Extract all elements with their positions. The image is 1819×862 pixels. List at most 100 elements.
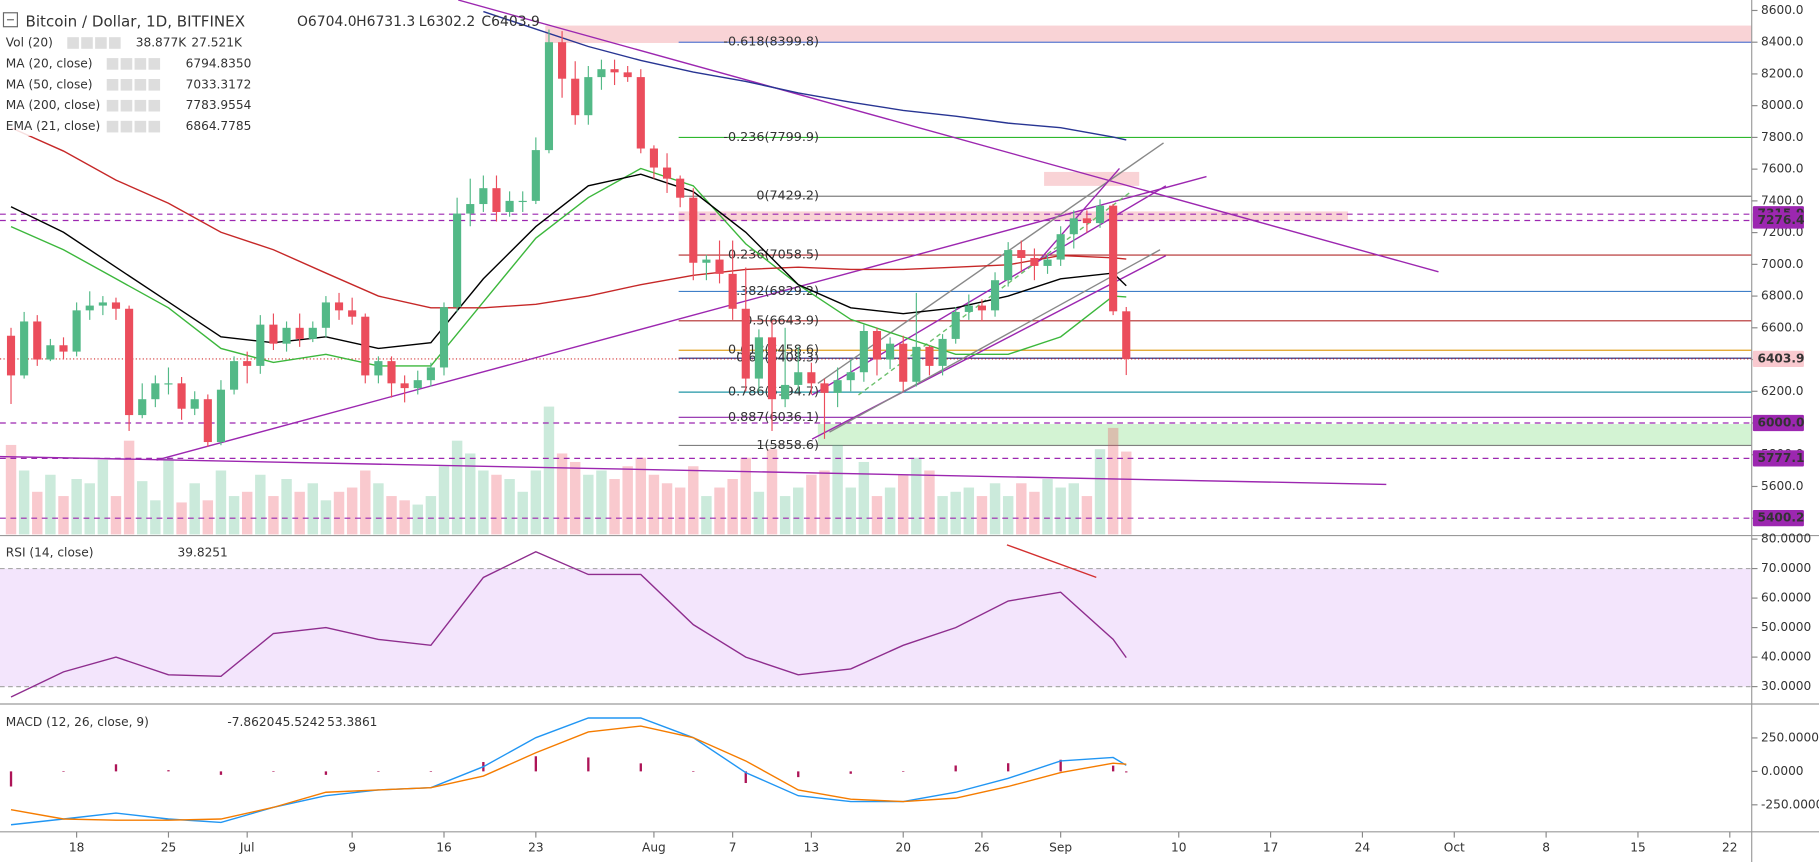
price-tag-label: 7276.4: [1758, 213, 1805, 227]
candle-body: [886, 343, 895, 360]
candle-body: [623, 72, 632, 78]
fib-label: -0.236(7799.9): [723, 130, 819, 145]
legend-icon: [106, 120, 119, 133]
x-tick-label: 26: [974, 841, 989, 855]
candle-body: [466, 204, 475, 214]
candle-body: [400, 383, 409, 389]
back-layer: [0, 41, 1752, 688]
fib-label: -0.618(8399.8): [723, 35, 819, 50]
macd-value: -7.8620: [227, 715, 274, 729]
legend-icon: [134, 58, 147, 70]
x-tick-label: 20: [895, 841, 910, 855]
candle-body: [46, 345, 55, 360]
price-tag: [1752, 510, 1804, 527]
x-tick-label: 7: [729, 841, 737, 855]
legend-value: 6864.7785: [186, 119, 252, 133]
candle-body: [1004, 250, 1013, 281]
fib-label: 0.887(6036.1): [728, 410, 819, 425]
volume-bar: [123, 440, 135, 535]
x-tick-label: 25: [161, 841, 176, 855]
x-tick-label: 13: [804, 841, 819, 855]
moving-average: [10, 173, 1127, 350]
candle-body: [1109, 205, 1118, 312]
volume-bar: [189, 483, 200, 535]
candle-body: [925, 346, 934, 366]
y-tick-label: 8600.0: [1761, 3, 1804, 17]
y-tick-label: 250.0000: [1761, 730, 1819, 744]
x-tick-label: Oct: [1444, 841, 1465, 855]
volume-bar: [241, 491, 253, 535]
volume-bar: [569, 461, 581, 535]
candle-body: [321, 302, 330, 328]
candle-body: [111, 302, 121, 309]
macd-histogram-bar: [324, 771, 328, 775]
legend-icon: [120, 120, 133, 133]
volume-bar: [451, 440, 463, 535]
candle-body: [151, 383, 160, 400]
candle-body: [334, 302, 344, 311]
macd-histogram-bar: [954, 765, 957, 772]
candle-body: [361, 316, 370, 376]
macd-histogram-bar: [114, 764, 118, 772]
candle-body: [964, 305, 973, 312]
volume-bar: [924, 470, 935, 535]
volume-bar: [950, 491, 961, 535]
legend-icon: [148, 58, 161, 70]
ohlc-value: C6403.9: [481, 14, 539, 30]
price-tag: [1752, 450, 1804, 467]
macd-histogram-bar: [1059, 759, 1062, 772]
y-tick-label: 40.0000: [1761, 650, 1811, 664]
candle-body: [1056, 234, 1065, 260]
volume-bar: [1042, 479, 1053, 535]
legend-icon: [120, 58, 133, 70]
legend-icon: [120, 78, 133, 91]
candle-body: [741, 308, 750, 379]
volume-bar: [491, 474, 502, 535]
support-zone: [817, 424, 1752, 447]
macd-histogram-bar: [1111, 765, 1115, 772]
volume-bar: [71, 479, 82, 535]
candle-body: [872, 330, 882, 360]
candle-body: [6, 335, 16, 376]
volume-bar: [333, 491, 345, 535]
volume-bar: [150, 500, 161, 535]
macd-histogram-bar: [1007, 763, 1010, 772]
legend-icon: [106, 78, 119, 91]
x-tick-label: Sep: [1049, 841, 1072, 855]
legend-icon: [134, 120, 147, 133]
x-tick-label: 23: [528, 841, 543, 855]
legend-icon: [148, 120, 161, 133]
volume-bar: [583, 474, 594, 535]
candle-body: [308, 327, 317, 339]
volume-bar: [320, 500, 332, 535]
candle-body: [177, 383, 186, 409]
candle-body: [833, 380, 842, 393]
candle-body: [544, 42, 554, 151]
collapse-button[interactable]: [2, 12, 18, 28]
legend-icon: [148, 78, 161, 91]
candle-body: [1095, 205, 1105, 224]
volume-bar: [281, 479, 292, 535]
price-tag: [1752, 212, 1804, 229]
candle-body: [282, 327, 291, 344]
macd-histogram-bar: [377, 771, 380, 772]
volume-bar: [963, 487, 975, 535]
candle-body: [794, 372, 803, 385]
candle-body: [807, 372, 816, 384]
candle-body: [348, 310, 357, 317]
volume-bar: [622, 466, 633, 535]
x-tick-label: 9: [348, 841, 356, 855]
candle-body: [728, 273, 737, 309]
candle-body: [426, 367, 435, 381]
volume-bar: [1029, 491, 1040, 535]
volume-bar: [1055, 487, 1066, 535]
y-tick-label: 6800.0: [1761, 289, 1804, 303]
volume-bar: [937, 496, 948, 535]
y-tick-label: 5600.0: [1761, 479, 1804, 493]
ohlc-value: H6731.3: [356, 14, 415, 30]
candle-body: [859, 330, 868, 373]
resistance-zone: [1044, 171, 1140, 186]
macd-histogram-bar: [692, 771, 695, 772]
